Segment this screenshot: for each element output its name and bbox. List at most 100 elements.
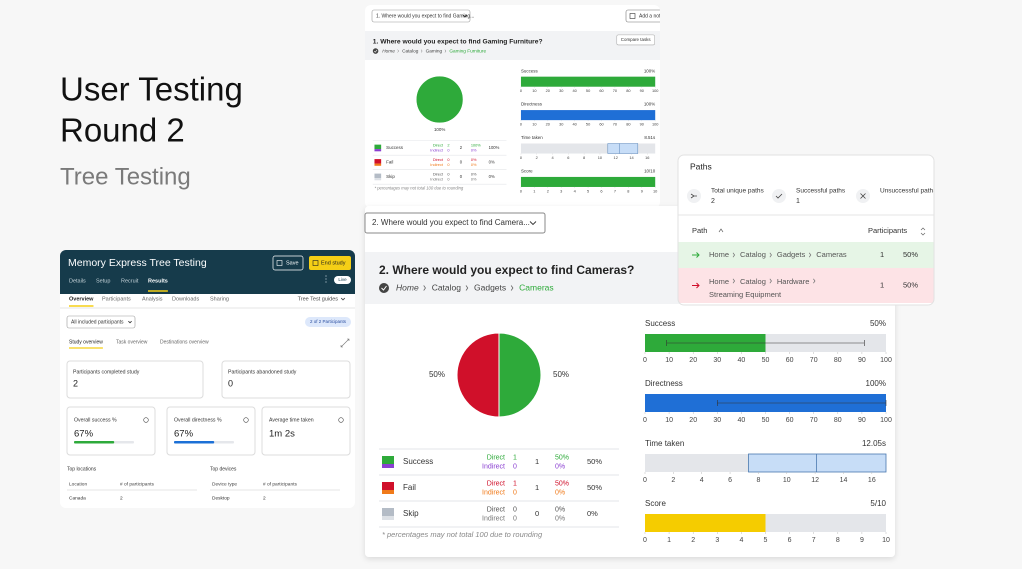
tick-label: 1 <box>667 537 671 544</box>
add-note-button[interactable] <box>625 9 668 23</box>
table-header: Device type <box>212 481 237 487</box>
nav-item[interactable]: Details <box>69 278 86 284</box>
indirect-percent: 0% <box>471 176 477 181</box>
outcome-swatch-secondary <box>382 464 394 468</box>
summary-label: Successful paths <box>796 188 846 195</box>
outcome-swatch-secondary <box>382 490 394 494</box>
direct-label: Direct <box>487 480 505 487</box>
tick-label: 0 <box>520 155 522 160</box>
metric-name: Score <box>521 169 533 174</box>
count-pill <box>305 317 351 327</box>
tick-label: 12 <box>614 155 618 160</box>
tick-label: 50 <box>586 88 590 93</box>
info-icon[interactable] <box>143 417 149 423</box>
metric-value: 1m 2s <box>269 429 295 440</box>
tick-label: 5 <box>587 188 589 193</box>
tab[interactable]: Sharing <box>210 296 229 302</box>
guides-link: Tree Test guides <box>298 296 339 302</box>
metric-value: 100% <box>644 68 655 73</box>
filter-label: All included participants <box>71 319 124 325</box>
indirect-count: 0 <box>447 148 449 153</box>
save-label: Save <box>286 260 299 266</box>
table-cell: 2 <box>263 495 266 501</box>
nav-item[interactable]: Setup <box>96 278 110 284</box>
nav-item[interactable]: Recruit <box>121 278 139 284</box>
time-box <box>748 453 887 473</box>
breadcrumb-item: Catalog <box>432 282 462 292</box>
direct-count: 0 <box>513 506 517 513</box>
pie-slice <box>456 332 500 418</box>
footnote: * percentages may not total 100 due to r… <box>374 186 463 191</box>
tab[interactable]: Downloads <box>172 296 199 302</box>
metric-label: Average time taken <box>269 417 314 423</box>
note-icon <box>629 13 636 19</box>
subtab[interactable]: Study overview <box>69 339 103 345</box>
pie-slice <box>415 75 464 124</box>
task-dropdown[interactable] <box>364 212 546 234</box>
path-step: Catalog <box>740 277 766 286</box>
sort-icon[interactable] <box>920 227 926 236</box>
check-mark <box>381 285 387 291</box>
tick-label: 0 <box>643 417 647 424</box>
task-dropdown[interactable] <box>371 9 471 23</box>
tick-label: 4 <box>700 477 704 484</box>
indirect-count: 0 <box>513 515 517 522</box>
path-row: Home Catalog Gadgets Cameras 1 50% <box>678 242 934 268</box>
tick-label: 0 <box>520 122 522 127</box>
participant-percent: 50% <box>903 250 918 259</box>
tick-label: 10 <box>882 537 890 544</box>
direct-percent: 0% <box>471 171 477 176</box>
metric-value: 67% <box>74 429 94 440</box>
indirect-label: Indirect <box>482 489 505 496</box>
chevron <box>397 49 399 53</box>
tick-label: 50 <box>762 417 770 424</box>
overall-percent: 50% <box>587 483 602 492</box>
breadcrumb-item: Home <box>396 282 419 292</box>
subtab[interactable]: Destinations overview <box>160 339 209 345</box>
tab[interactable]: Analysis <box>142 296 163 302</box>
tick-label: 100 <box>652 122 658 127</box>
compare-button[interactable] <box>616 34 655 46</box>
total-count: 2 <box>460 145 463 150</box>
metric-box <box>261 406 351 456</box>
info-icon[interactable] <box>243 417 249 423</box>
filter-dropdown[interactable] <box>66 315 136 329</box>
direct-count: 0 <box>447 157 449 162</box>
overall-percent: 50% <box>587 457 602 466</box>
check-icon <box>372 48 379 54</box>
tab[interactable]: Participants <box>102 296 131 302</box>
expand-icon[interactable] <box>340 338 350 348</box>
tick-label: 0 <box>520 88 522 93</box>
indirect-percent: 0% <box>555 463 565 470</box>
indirect-label: Indirect <box>430 162 444 167</box>
path-row: Home Catalog Hardware Streaming Equipment 1 5… <box>678 268 934 303</box>
end-study-button[interactable] <box>309 256 351 270</box>
tick-label: 8 <box>756 477 760 484</box>
direct-count: 0 <box>447 171 449 176</box>
direct-percent: 0% <box>471 157 477 162</box>
chevron <box>732 252 736 258</box>
tick-label: 10 <box>665 417 673 424</box>
direct-label: Direct <box>433 157 444 162</box>
path-row-bg <box>678 242 934 268</box>
path-step: Home <box>709 277 729 286</box>
save-button[interactable] <box>272 255 304 271</box>
tick-label: 70 <box>810 357 818 364</box>
info-icon[interactable] <box>338 417 344 423</box>
column-header: Path <box>692 226 707 235</box>
tab[interactable]: Overview <box>69 296 94 302</box>
summary-glyph <box>690 193 697 199</box>
chevron <box>769 252 772 258</box>
tick-label: 10 <box>653 188 657 193</box>
subtab[interactable]: Task overview <box>116 339 148 345</box>
direct-label: Direct <box>433 142 444 147</box>
tick-label: 8 <box>583 155 585 160</box>
chevron <box>732 278 736 284</box>
task-header <box>365 31 660 60</box>
metric-label: Overall directness % <box>174 417 222 423</box>
tick-label: 16 <box>645 155 649 160</box>
tick-label: 3 <box>715 537 719 544</box>
sort-icon[interactable] <box>718 228 724 233</box>
nav-item[interactable]: Results <box>148 278 168 284</box>
tick-label: 20 <box>546 122 550 127</box>
